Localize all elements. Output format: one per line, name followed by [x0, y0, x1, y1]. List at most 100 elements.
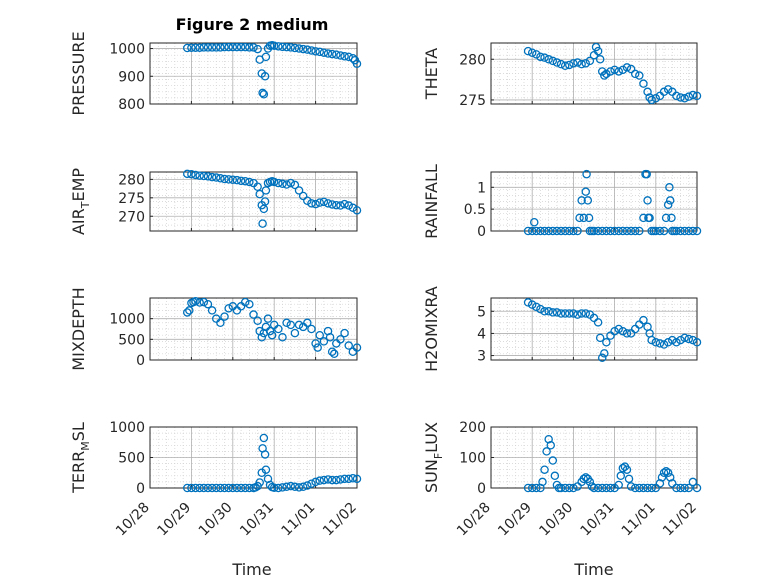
data-point [294, 320, 304, 330]
data-series [523, 42, 702, 105]
data-point [538, 477, 547, 487]
data-point [332, 200, 341, 210]
x-tick-label: 11/02 [660, 500, 700, 540]
data-point [228, 42, 238, 52]
data-point [560, 61, 570, 71]
grid [149, 42, 358, 105]
data-point [591, 42, 601, 52]
data-point [577, 196, 586, 205]
data-point [614, 324, 623, 334]
data-point [556, 309, 566, 318]
data-point [191, 483, 200, 493]
data-point [532, 226, 541, 236]
y-tick-label: 275 [459, 93, 486, 109]
data-point [676, 483, 685, 493]
data-point [527, 48, 537, 58]
data-point [253, 44, 262, 54]
data-point [593, 483, 603, 493]
data-point [661, 466, 671, 476]
data-point [278, 483, 287, 492]
data-point [224, 42, 233, 52]
data-point [327, 49, 337, 59]
data-point [216, 483, 225, 493]
data-point [587, 482, 597, 491]
data-point [622, 329, 632, 338]
data-point [290, 482, 300, 492]
data-point [610, 326, 619, 336]
data-point [327, 475, 337, 485]
data-point [311, 199, 320, 209]
panel-sun-flux: 0 100 200 SUNFLUX 10/28 10/29 10/30 10/31 11/01 1… [422, 420, 702, 540]
data-point [211, 43, 221, 52]
data-point [183, 308, 192, 317]
data-point [307, 46, 316, 55]
data-point [245, 43, 254, 52]
grid [149, 297, 358, 361]
data-point [532, 50, 541, 59]
data-point [260, 72, 270, 81]
y-tick-label: 270 [118, 209, 145, 225]
data-point [348, 347, 358, 356]
x-tick-label: 11/01 [619, 500, 659, 540]
data-point [600, 71, 609, 80]
data-point [575, 213, 584, 223]
data-point [340, 52, 349, 61]
data-point [303, 481, 312, 490]
data-point [187, 43, 196, 52]
data-point [527, 483, 537, 493]
data-point [532, 483, 541, 493]
x-tick-label: 10/30 [536, 500, 576, 540]
data-point [290, 43, 300, 53]
data-point [263, 314, 273, 323]
data-point [606, 67, 615, 76]
data-point [323, 475, 333, 484]
data-point [645, 93, 654, 102]
data-point [618, 326, 628, 336]
grid [149, 426, 358, 489]
data-point [311, 477, 320, 487]
data-point [240, 176, 250, 186]
data-point [614, 226, 623, 236]
data-point [199, 43, 209, 52]
data-point [581, 59, 591, 68]
x-tick-label: 10/28 [454, 500, 494, 540]
data-point [220, 174, 229, 184]
data-point [274, 178, 283, 188]
y-tick-label: 900 [118, 69, 145, 85]
data-point [216, 318, 225, 328]
data-point [332, 339, 341, 348]
data-point [245, 177, 254, 187]
data-point [659, 468, 669, 477]
data-point [278, 42, 287, 52]
panel-mixdepth: 0 500 1000 MIXDEPTH [69, 287, 362, 371]
data-point [597, 67, 607, 76]
data-point [593, 46, 603, 56]
data-point [259, 433, 269, 443]
data-point [307, 324, 316, 334]
data-point [220, 312, 229, 321]
data-point [595, 55, 605, 64]
data-point [606, 483, 615, 493]
data-point [307, 479, 316, 488]
x-tick-label: 10/31 [237, 500, 277, 540]
data-point [651, 338, 661, 347]
data-point [255, 189, 264, 199]
data-point [245, 483, 254, 493]
axes-box [149, 297, 358, 361]
panel-theta: 275 280 THETA [422, 42, 702, 109]
data-point [672, 91, 681, 101]
data-point [581, 187, 591, 196]
data-point [236, 302, 246, 311]
data-point [352, 59, 362, 69]
data-point [552, 226, 562, 236]
data-point [680, 226, 689, 236]
data-point [665, 196, 675, 205]
x-tick-label: 10/29 [495, 500, 535, 540]
data-point [216, 174, 225, 183]
data-point [602, 226, 611, 236]
x-axis-label-left: Time [231, 560, 271, 579]
data-point [191, 43, 200, 52]
data-point [303, 318, 312, 328]
data-point [240, 483, 250, 493]
